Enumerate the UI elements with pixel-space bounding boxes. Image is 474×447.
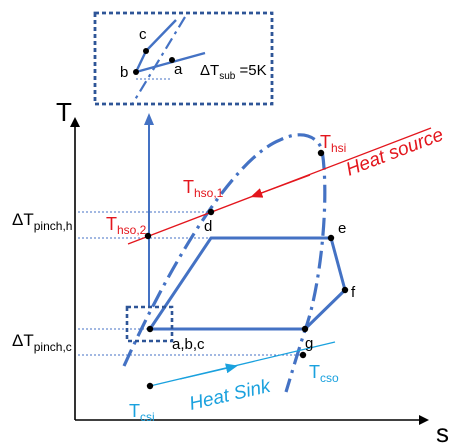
point-cso-marker	[299, 351, 307, 359]
inset-line-c-up	[145, 19, 177, 52]
heat-sink-arrow	[179, 363, 238, 380]
label-heat-source: Heat source	[343, 124, 446, 180]
inset-label-b: b	[120, 64, 128, 81]
label-heat-sink: Heat Sink	[187, 376, 273, 415]
point-g-marker	[301, 325, 309, 333]
label-t-hsi: Thsi	[320, 132, 346, 155]
label-t-hso1: Thso,1	[183, 177, 224, 200]
point-csi-marker	[146, 382, 154, 390]
cycle-points	[144, 149, 349, 390]
inset-dome	[132, 16, 186, 104]
inset-label-a: a	[174, 61, 183, 78]
saturation-dome	[122, 133, 327, 393]
y-axis-label: T	[56, 97, 72, 127]
label-f: f	[351, 284, 356, 301]
inset-point-c	[143, 48, 149, 54]
inset-delta-t-sub: ΔTsub =5K	[200, 62, 267, 82]
point-hsi-marker	[317, 149, 325, 157]
point-abc-marker	[146, 325, 154, 333]
inset-label-c: c	[139, 26, 147, 43]
inset-line-b-c	[134, 50, 148, 73]
inset-detail: c a b ΔTsub =5K	[120, 16, 267, 104]
label-t-cso: Tcso	[309, 362, 339, 385]
cycle-path	[148, 236, 347, 331]
label-abc: a,b,c	[172, 336, 205, 353]
point-d-marker	[207, 208, 215, 216]
inset-point-a	[169, 57, 175, 63]
label-g: g	[305, 335, 313, 352]
label-d: d	[204, 218, 212, 235]
heat-source-arrow	[250, 174, 311, 198]
label-delta-t-pinch-c: ΔTpinch,c	[12, 331, 72, 354]
x-axis-label: s	[436, 418, 449, 447]
zoom-box	[125, 305, 174, 343]
point-hso2-marker	[144, 232, 152, 240]
label-delta-t-pinch-h: ΔTpinch,h	[12, 210, 72, 233]
inset-point-b	[133, 69, 139, 75]
label-e: e	[338, 220, 346, 237]
label-t-hso2: Thso,2	[106, 214, 147, 237]
point-f-marker	[341, 286, 349, 294]
point-e-marker	[327, 234, 335, 242]
label-t-csi: Tcsi	[129, 401, 155, 424]
